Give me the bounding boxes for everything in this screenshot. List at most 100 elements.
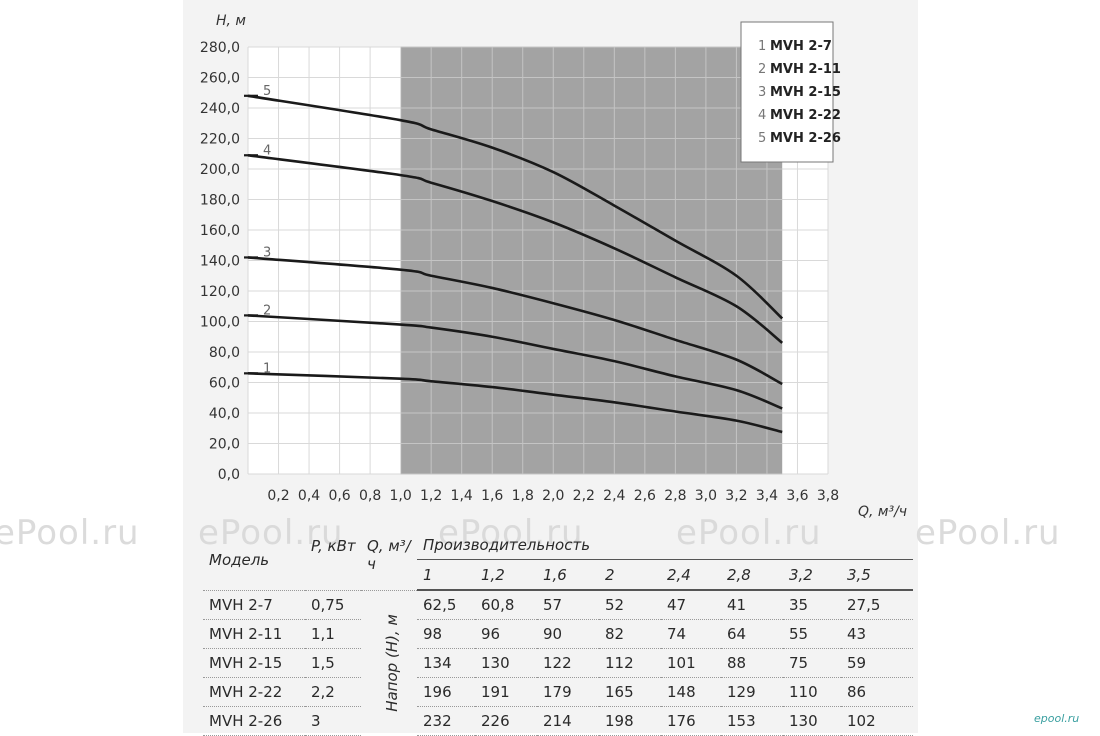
value-cell: 179 xyxy=(537,677,599,707)
x-tick-label: 1,0 xyxy=(389,488,411,504)
series-line xyxy=(247,153,784,344)
value-cell: 98 xyxy=(417,619,475,649)
value-cell: 57 xyxy=(537,590,599,620)
y-tick-label: 0,0 xyxy=(218,467,240,483)
value-cell: 153 xyxy=(721,706,783,736)
model-cell: MVH 2-11 xyxy=(203,619,305,649)
x-tick-label: 0,2 xyxy=(267,488,289,504)
value-cell: 74 xyxy=(661,619,721,649)
value-cell: 27,5 xyxy=(841,590,913,620)
y-tick-label: 260,0 xyxy=(200,71,240,87)
value-cell: 52 xyxy=(599,590,661,620)
y-tick-label: 240,0 xyxy=(200,101,240,117)
value-cell: 75 xyxy=(783,648,841,678)
legend-entry: MVH 2-11 xyxy=(770,62,841,77)
watermark: ePool.ru xyxy=(0,513,140,553)
y-tick-label: 60,0 xyxy=(209,376,240,392)
value-cell: 47 xyxy=(661,590,721,620)
value-cell: 165 xyxy=(599,677,661,707)
value-cell: 191 xyxy=(475,677,537,707)
model-cell: MVH 2-7 xyxy=(203,590,305,620)
value-cell: 232 xyxy=(417,706,475,736)
table-header-row: Модель P, кВт Q, м³/ч Производительность xyxy=(203,531,913,591)
series-line xyxy=(247,94,784,320)
value-cell: 59 xyxy=(841,648,913,678)
flow-header-cell: 1 xyxy=(417,559,475,591)
legend-entry: MVH 2-15 xyxy=(770,85,841,100)
table-row: MVH 2-26 3 232 226 214 198 176 153 130 102 xyxy=(203,706,913,736)
flow-header-cell: 1,2 xyxy=(475,559,537,591)
header-model: Модель xyxy=(203,531,305,591)
x-tick-label: 0,8 xyxy=(359,488,381,504)
value-cell: 226 xyxy=(475,706,537,736)
value-cell: 90 xyxy=(537,619,599,649)
value-cell: 82 xyxy=(599,619,661,649)
value-cell: 112 xyxy=(599,648,661,678)
series-line xyxy=(247,372,783,434)
legend-entry: MVH 2-26 xyxy=(770,131,841,146)
value-cell: 55 xyxy=(783,619,841,649)
y-tick-label: 40,0 xyxy=(209,406,240,422)
watermark: ePool.ru xyxy=(915,513,1061,553)
value-cell: 110 xyxy=(783,677,841,707)
y-tick-label: 220,0 xyxy=(200,132,240,148)
x-tick-label: 0,6 xyxy=(328,488,350,504)
model-cell: MVH 2-22 xyxy=(203,677,305,707)
legend-index: 3 xyxy=(758,85,766,100)
value-cell: 41 xyxy=(721,590,783,620)
y-tick-label: 140,0 xyxy=(200,254,240,270)
value-cell: 64 xyxy=(721,619,783,649)
x-tick-label: 1,4 xyxy=(451,488,473,504)
head-axis-label: Напор (Н), м xyxy=(383,614,401,712)
y-tick-label: 180,0 xyxy=(200,193,240,209)
legend-index: 2 xyxy=(758,62,766,77)
y-tick-label: 20,0 xyxy=(209,437,240,453)
flow-header-cell: 3,5 xyxy=(841,559,913,591)
flow-header-cell: 2,8 xyxy=(721,559,783,591)
value-cell: 101 xyxy=(661,648,721,678)
flow-header-cell: 3,2 xyxy=(783,559,841,591)
value-cell: 86 xyxy=(841,677,913,707)
x-tick-label: 3,0 xyxy=(695,488,717,504)
x-tick-label: 2,6 xyxy=(634,488,656,504)
value-cell: 198 xyxy=(599,706,661,736)
flow-header-cell: 1,6 xyxy=(537,559,599,591)
y-tick-label: 120,0 xyxy=(200,284,240,300)
x-tick-label: 2,8 xyxy=(664,488,686,504)
value-cell: 130 xyxy=(475,648,537,678)
flow-header-cell: 2,4 xyxy=(661,559,721,591)
value-cell: 129 xyxy=(721,677,783,707)
power-cell: 1,5 xyxy=(305,648,361,678)
power-cell: 2,2 xyxy=(305,677,361,707)
value-cell: 62,5 xyxy=(417,590,475,620)
legend-index: 4 xyxy=(758,108,766,123)
power-cell: 0,75 xyxy=(305,590,361,620)
x-tick-label: 2,4 xyxy=(603,488,625,504)
table-row: MVH 2-11 1,1 98 96 90 82 74 64 55 43 xyxy=(203,619,913,649)
series-line xyxy=(247,314,783,410)
x-tick-label: 3,4 xyxy=(756,488,778,504)
series-index-label: 1 xyxy=(263,361,271,376)
value-cell: 214 xyxy=(537,706,599,736)
x-tick-label: 1,2 xyxy=(420,488,442,504)
series-index-label: 5 xyxy=(263,84,271,99)
x-axis-label: Q, м³/ч xyxy=(858,504,907,520)
y-axis-label: Н, м xyxy=(216,13,246,29)
y-tick-label: 280,0 xyxy=(200,40,240,56)
legend-entry: MVH 2-7 xyxy=(770,39,832,54)
value-cell: 60,8 xyxy=(475,590,537,620)
power-cell: 1,1 xyxy=(305,619,361,649)
table-flow-row: 1 1,2 1,6 2 2,4 2,8 3,2 3,5 xyxy=(203,559,913,591)
series-index-label: 2 xyxy=(263,303,271,318)
legend-index: 5 xyxy=(758,131,766,146)
value-cell: 176 xyxy=(661,706,721,736)
x-tick-label: 1,8 xyxy=(512,488,534,504)
value-cell: 134 xyxy=(417,648,475,678)
table-row: MVH 2-15 1,5 134 130 122 112 101 88 75 59 xyxy=(203,648,913,678)
header-flow: Q, м³/ч xyxy=(361,531,417,591)
value-cell: 35 xyxy=(783,590,841,620)
x-tick-label: 0,4 xyxy=(298,488,320,504)
head-label-cell: Напор (Н), м xyxy=(361,590,417,736)
model-cell: MVH 2-15 xyxy=(203,648,305,678)
